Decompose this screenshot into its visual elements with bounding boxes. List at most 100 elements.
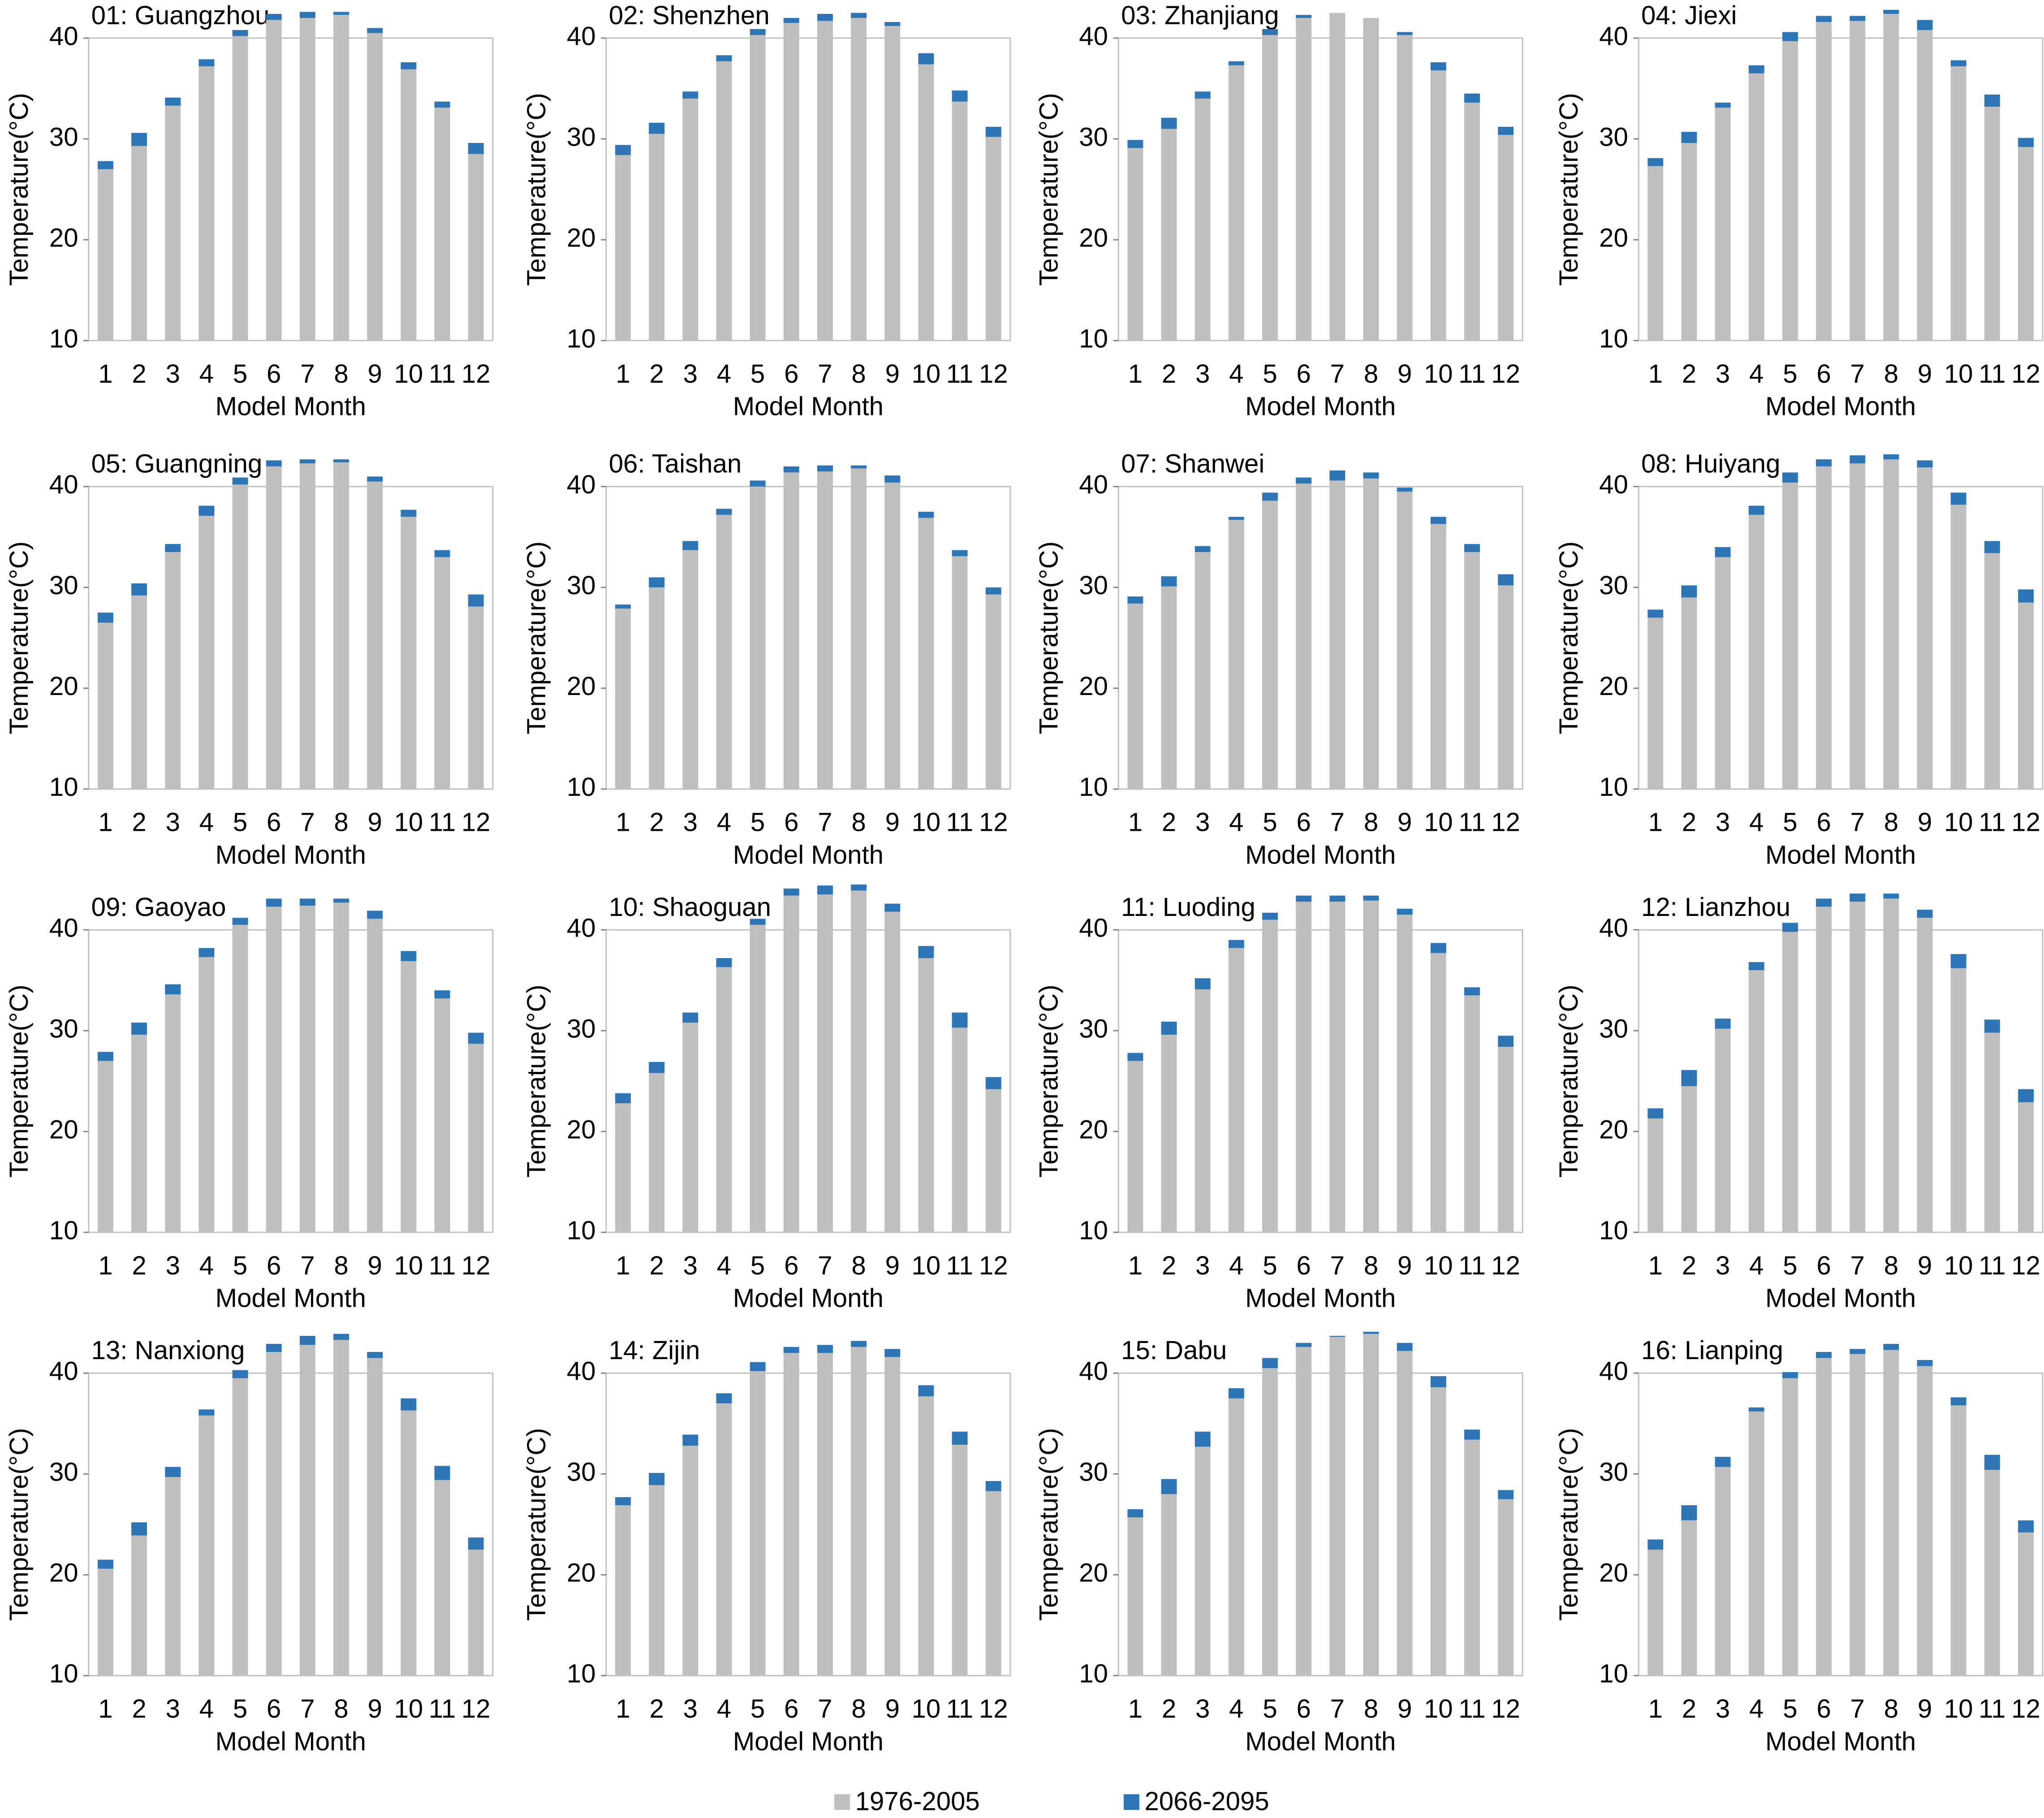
bar-segment bbox=[434, 998, 450, 1233]
plot-frame bbox=[88, 486, 494, 790]
bar-segment bbox=[165, 97, 181, 106]
bar-segment bbox=[1782, 1378, 1798, 1676]
bar-segment bbox=[1363, 900, 1379, 1233]
x-tick-label: 3 bbox=[683, 1251, 698, 1280]
bar-segment bbox=[1883, 1344, 1899, 1350]
x-tick-label: 7 bbox=[818, 808, 832, 837]
bar-segment bbox=[299, 463, 315, 789]
bar-segment bbox=[198, 957, 215, 1233]
x-tick-label: 10 bbox=[1944, 1251, 1973, 1280]
bar-segment bbox=[165, 1477, 181, 1676]
y-tick-label: 30 bbox=[1599, 1458, 1628, 1487]
bar-segment bbox=[165, 994, 181, 1233]
x-tick-label: 9 bbox=[368, 1251, 382, 1280]
bar-segment bbox=[1917, 30, 1933, 341]
bar-segment bbox=[1748, 505, 1764, 515]
bar-segment bbox=[750, 480, 766, 487]
bar-segment bbox=[851, 17, 867, 341]
x-tick-label: 1 bbox=[616, 1694, 630, 1723]
chart-title: 04: Jiexi bbox=[1641, 1, 1737, 30]
bar-segment bbox=[1262, 29, 1278, 35]
chart-title: 08: Huiyang bbox=[1641, 449, 1780, 479]
x-tick-label: 10 bbox=[912, 1251, 941, 1280]
bar-segment bbox=[1984, 553, 2000, 789]
bar-segment bbox=[1782, 1372, 1798, 1378]
bar-segment bbox=[367, 1358, 383, 1676]
bar-segment bbox=[952, 90, 968, 102]
y-tick-label: 20 bbox=[1079, 1559, 1108, 1588]
bar-segment bbox=[1430, 524, 1446, 789]
bar-segment bbox=[1262, 492, 1278, 501]
chart-title: 16: Lianping bbox=[1641, 1336, 1783, 1365]
bar-segment bbox=[1498, 1047, 1514, 1233]
x-tick-label: 6 bbox=[1816, 1251, 1831, 1280]
bar-segment bbox=[1748, 1407, 1764, 1412]
x-tick-label: 1 bbox=[1128, 808, 1143, 837]
bar-segment bbox=[1917, 1360, 1933, 1366]
bar-segment bbox=[1883, 9, 1899, 14]
bar-segment bbox=[1681, 1086, 1697, 1233]
plot-frame bbox=[605, 1372, 1011, 1676]
bar-segment bbox=[434, 1466, 450, 1480]
x-tick-label: 10 bbox=[394, 359, 423, 389]
y-tick-label: 30 bbox=[49, 1458, 78, 1487]
chart-title: 02: Shenzhen bbox=[609, 1, 770, 30]
bar-segment bbox=[1262, 1368, 1278, 1676]
y-tick-label: 20 bbox=[1079, 672, 1108, 701]
bar-segment bbox=[266, 13, 282, 20]
bar-segment bbox=[299, 906, 315, 1233]
x-tick-label: 8 bbox=[851, 359, 866, 389]
bar-segment bbox=[884, 1349, 901, 1357]
bar-segment bbox=[985, 1481, 1001, 1491]
plot-frame bbox=[605, 929, 1011, 1233]
bar-segment bbox=[1127, 603, 1143, 789]
bar-segment bbox=[97, 613, 113, 623]
bar-segment bbox=[615, 155, 631, 341]
x-tick-label: 4 bbox=[1749, 1251, 1764, 1280]
bar-segment bbox=[2018, 1520, 2034, 1533]
bar-segment bbox=[1127, 596, 1143, 604]
bar-segment bbox=[1850, 894, 1866, 902]
x-tick-label: 9 bbox=[1918, 808, 1932, 837]
bar-segment bbox=[1397, 1351, 1413, 1676]
bar-segment bbox=[783, 17, 799, 23]
bar-segment bbox=[1816, 898, 1832, 907]
bar-segment bbox=[918, 946, 934, 959]
bar-segment bbox=[1917, 910, 1933, 918]
x-tick-label: 9 bbox=[885, 1251, 900, 1280]
x-tick-label: 12 bbox=[1491, 1694, 1520, 1723]
x-tick-label: 11 bbox=[1458, 359, 1485, 389]
x-tick-label: 11 bbox=[1979, 1251, 2005, 1280]
y-tick-label: 10 bbox=[1079, 324, 1108, 353]
y-tick-label: 10 bbox=[1599, 1659, 1628, 1688]
x-tick-label: 4 bbox=[199, 808, 214, 837]
bar-segment bbox=[401, 517, 417, 789]
x-tick-label: 7 bbox=[1330, 808, 1345, 837]
bar-segment bbox=[682, 1023, 699, 1233]
bar-segment bbox=[232, 1370, 248, 1378]
x-tick-label: 7 bbox=[818, 359, 832, 389]
x-tick-label: 8 bbox=[851, 1251, 866, 1280]
y-axis-label: Temperature(°C) bbox=[522, 1428, 551, 1621]
y-tick-label: 40 bbox=[49, 913, 78, 942]
bar-segment bbox=[1816, 1352, 1832, 1358]
bar-segment bbox=[884, 482, 901, 789]
x-tick-label: 6 bbox=[1816, 1694, 1831, 1723]
y-tick-label: 40 bbox=[49, 1357, 78, 1386]
bar-segment bbox=[1917, 460, 1933, 468]
y-tick-label: 30 bbox=[49, 571, 78, 600]
bar-segment bbox=[1498, 1490, 1514, 1499]
x-tick-label: 12 bbox=[2011, 1694, 2040, 1723]
bar-segment bbox=[266, 20, 282, 341]
bar-segment bbox=[1850, 455, 1866, 464]
x-tick-label: 3 bbox=[1195, 1694, 1210, 1723]
y-tick-label: 10 bbox=[1079, 773, 1108, 802]
x-tick-label: 6 bbox=[784, 1251, 798, 1280]
bar-segment bbox=[1363, 1334, 1379, 1676]
bar-segment bbox=[1984, 1019, 2000, 1033]
bar-segment bbox=[1228, 517, 1244, 520]
x-tick-label: 9 bbox=[1397, 1251, 1412, 1280]
bar-segment bbox=[367, 33, 383, 341]
bar-segment bbox=[2018, 1089, 2034, 1102]
y-tick-label: 10 bbox=[567, 773, 596, 802]
